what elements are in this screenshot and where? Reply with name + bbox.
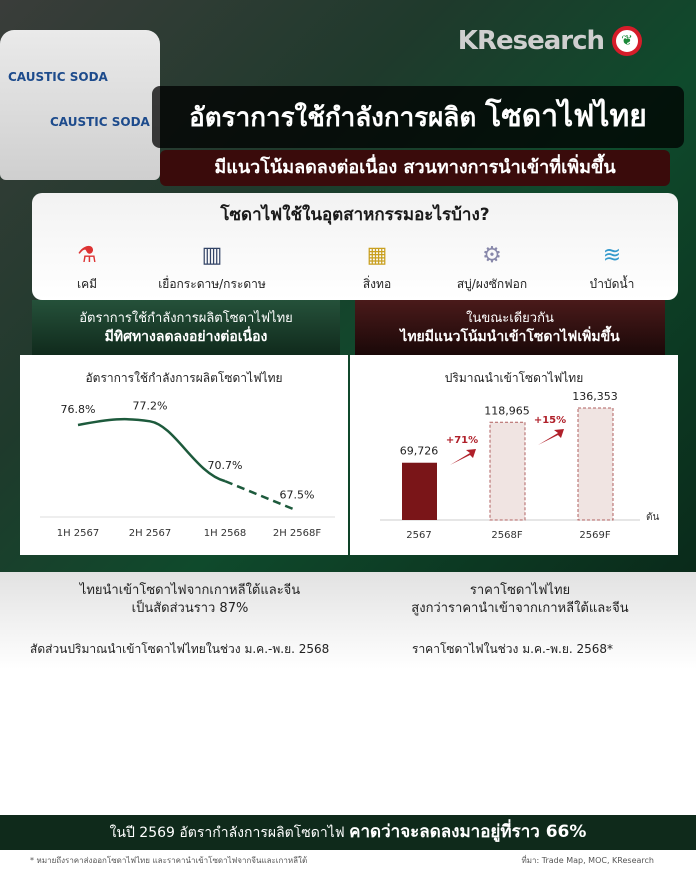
x-tick-label: 1H 2567 <box>57 528 100 539</box>
footnote: * หมายถึงราคาส่งออกโซดาไฟไทย และราคานำเข… <box>30 856 308 865</box>
banner-part2: คาดว่าจะลดลงมาอยู่ที่ราว 66% <box>349 822 587 842</box>
x-tick-label: 2569F <box>579 530 610 541</box>
industry-label: เยื่อกระดาษ/กระดาษ <box>158 277 266 291</box>
industry-item: ⚗ เคมี <box>27 243 147 294</box>
industry-item: ▦ สิ่งทอ <box>317 243 437 294</box>
utilization-line <box>77 417 226 483</box>
x-tick-label: 2H 2567 <box>129 528 172 539</box>
data-label: 70.7% <box>208 459 243 472</box>
page-subtitle: มีแนวโน้มลดลงต่อเนื่อง สวนทางการนำเข้าที… <box>160 150 670 186</box>
lower-right-heading: ราคาโซดาไฟไทยสูงกว่าราคานำเข้าจากเกาหลีใ… <box>360 582 680 618</box>
arrow-up-icon <box>538 429 564 445</box>
paper-roll-icon: ▥ <box>201 243 223 268</box>
left-panel-header: อัตราการใช้กำลังการผลิตโซดาไฟไทยมีทิศทาง… <box>32 300 340 355</box>
heading-line1: ไทยนำเข้าโซดาไฟจากเกาหลีใต้และจีน <box>79 583 301 598</box>
banner-part1: ในปี 2569 อัตรากำลังการผลิตโซดาไฟ <box>109 825 345 841</box>
chart-title: อัตราการใช้กำลังการผลิตโซดาไฟไทย <box>85 371 283 385</box>
arrow-up-icon <box>450 449 476 465</box>
right-panel-line2: ไทยมีแนวโน้มนำเข้าโซดาไฟเพิ่มขึ้น <box>400 329 620 345</box>
kbank-logo-icon: ❦ <box>612 26 642 56</box>
x-tick-label: 2H 2568F <box>273 528 322 539</box>
import-bar <box>489 421 526 521</box>
industry-item: ⚙ สบู่/ผงซักฟอก <box>422 243 562 294</box>
source: ที่มา: Trade Map, MOC, KResearch <box>521 856 654 865</box>
x-tick-label: 2568F <box>491 530 522 541</box>
industry-label: สิ่งทอ <box>362 277 392 291</box>
left-panel-line2: มีทิศทางลดลงอย่างต่อเนื่อง <box>104 329 268 345</box>
footer: * หมายถึงราคาส่งออกโซดาไฟไทย และราคานำเข… <box>0 850 696 870</box>
lower-section: ไทยนำเข้าโซดาไฟจากเกาหลีใต้และจีนเป็นสัด… <box>0 572 696 815</box>
right-panel-line1: ในขณะเดียวกัน <box>466 311 554 326</box>
share-chart-title: สัดส่วนปริมาณนำเข้าโซดาไฟไทยในช่วง ม.ค.-… <box>30 642 330 656</box>
x-tick-label: 2567 <box>406 530 431 541</box>
industry-label: บำบัดน้ำ <box>589 277 635 291</box>
industries-title: โซดาไฟใช้ในอุตสาหกรรมอะไรบ้าง? <box>220 205 490 225</box>
caustic-soda-bags-image: CAUSTIC SODA CAUSTIC SODA <box>0 30 160 180</box>
detergent-icon: ⚙ <box>482 243 502 268</box>
price-chart-title: ราคาโซดาไฟในช่วง ม.ค.-พ.ย. 2568* <box>412 642 614 656</box>
page-title: อัตราการใช้กำลังการผลิต โซดาไฟไทย <box>152 86 684 148</box>
data-label: 69,726 <box>400 445 439 458</box>
kresearch-logo: KResearch <box>457 26 605 56</box>
water-treatment-icon: ≋ <box>602 243 622 268</box>
bag-label: CAUSTIC SODA <box>8 70 108 84</box>
industry-label: เคมี <box>76 277 98 291</box>
bag-label: CAUSTIC SODA <box>50 115 150 129</box>
industry-item: ▥ เยื่อกระดาษ/กระดาษ <box>137 243 287 294</box>
data-label: 76.8% <box>61 403 96 416</box>
title-part1: อัตราการใช้กำลังการผลิต <box>189 103 477 133</box>
industry-item: ≋ บำบัดน้ำ <box>552 243 672 294</box>
left-panel-line1: อัตราการใช้กำลังการผลิตโซดาไฟไทย <box>79 311 293 326</box>
heading-line2: สูงกว่าราคานำเข้าจากเกาหลีใต้และจีน <box>411 601 629 616</box>
chemical-flask-icon: ⚗ <box>77 243 97 268</box>
industry-label: สบู่/ผงซักฟอก <box>456 277 528 291</box>
right-panel-header: ในขณะเดียวกันไทยมีแนวโน้มนำเข้าโซดาไฟเพิ… <box>355 300 665 355</box>
title-part2: โซดาไฟไทย <box>485 99 647 134</box>
textile-icon: ▦ <box>366 243 388 268</box>
data-label: 67.5% <box>280 489 315 502</box>
import-bar <box>577 407 614 521</box>
import-bar <box>402 462 437 520</box>
chart-title: ปริมาณนำเข้าโซดาไฟไทย <box>444 371 584 385</box>
growth-label: +71% <box>446 435 478 446</box>
heading-line2: เป็นสัดส่วนราว 87% <box>131 601 249 616</box>
lower-left-heading: ไทยนำเข้าโซดาไฟจากเกาหลีใต้และจีนเป็นสัด… <box>30 582 350 618</box>
heading-line1: ราคาโซดาไฟไทย <box>469 583 571 598</box>
utilization-chart-panel: อัตราการใช้กำลังการผลิตโซดาไฟไทย <box>20 355 348 555</box>
data-label: 118,965 <box>484 404 530 417</box>
growth-label: +15% <box>534 415 566 426</box>
data-label: 77.2% <box>133 399 168 412</box>
conclusion-banner: ในปี 2569 อัตรากำลังการผลิตโซดาไฟ คาดว่า… <box>0 815 696 850</box>
industries-card: โซดาไฟใช้ในอุตสาหกรรมอะไรบ้าง? ⚗ เคมี ▥ เย… <box>32 193 678 300</box>
x-tick-label: 1H 2568 <box>204 528 247 539</box>
data-label: 136,353 <box>572 390 618 403</box>
unit-label: ตัน <box>646 512 659 523</box>
